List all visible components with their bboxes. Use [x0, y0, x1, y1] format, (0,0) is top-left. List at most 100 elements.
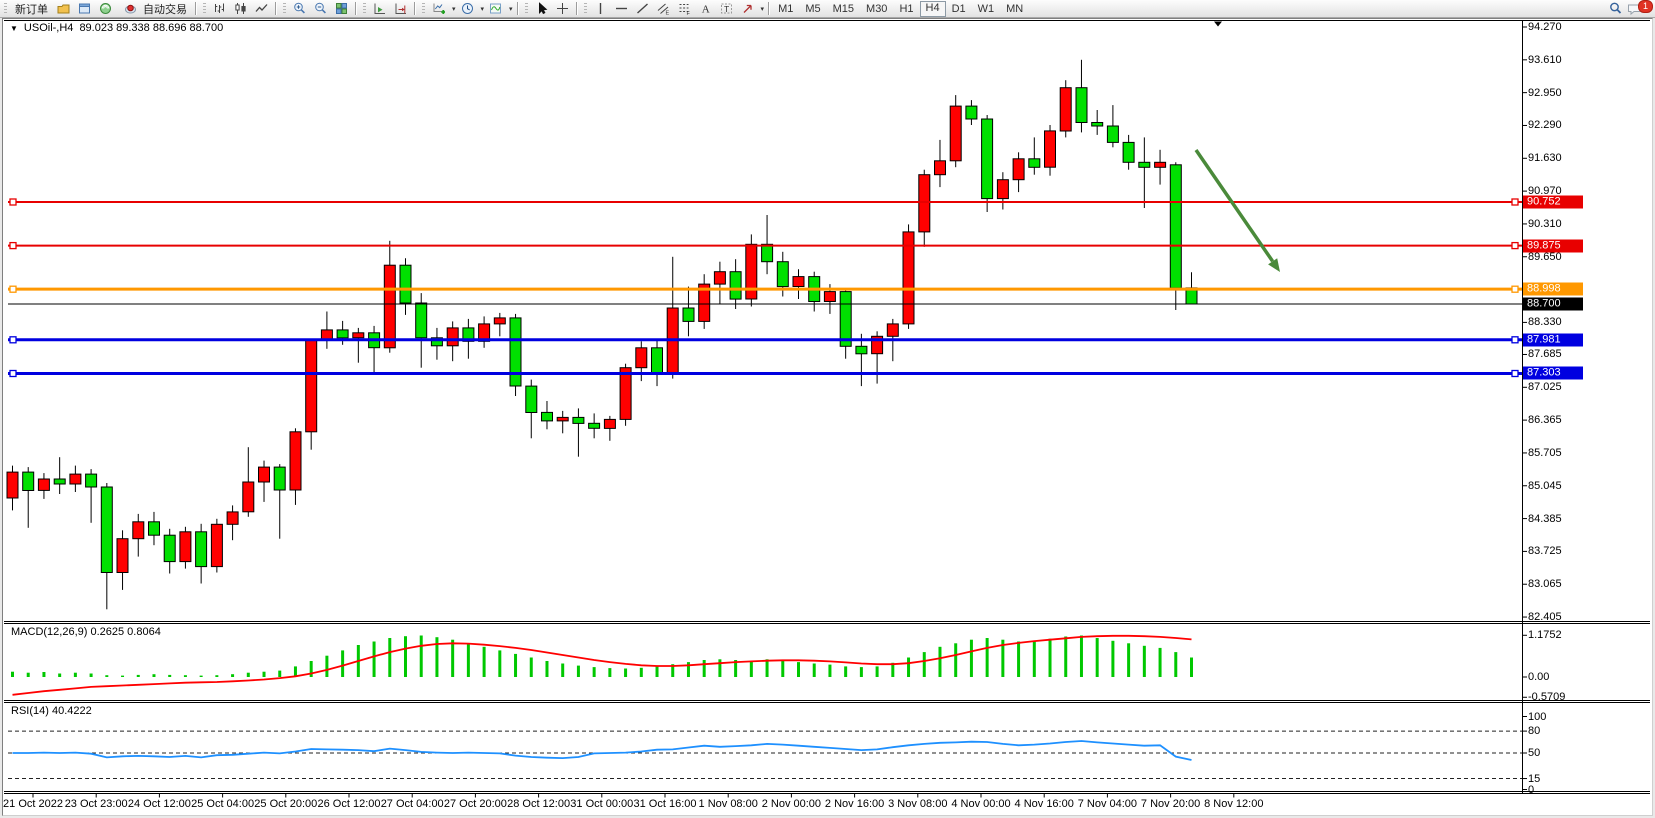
trend-arrow-head [1268, 258, 1280, 272]
timeframe-button-h4[interactable]: H4 [919, 0, 946, 17]
candle-body [226, 511, 239, 525]
add-indicator-button[interactable]: ▾ [428, 1, 457, 16]
crosshair-button[interactable] [552, 1, 573, 16]
new-order-button-label: 新订单 [15, 3, 48, 16]
auto-scroll-icon [370, 1, 389, 16]
text-button[interactable]: A [695, 1, 716, 16]
time-axis-label: 27 Oct 04:00 [380, 798, 444, 810]
hline-handle[interactable] [9, 369, 17, 378]
profiles-button[interactable] [53, 1, 74, 16]
hline-handle[interactable] [1511, 369, 1519, 378]
templates-button[interactable]: ▾ [485, 1, 514, 16]
timeframe-button-h1[interactable]: H1 [899, 2, 914, 15]
timeframe-button-m1[interactable]: M1 [778, 2, 794, 15]
new-order-button[interactable]: 新订单 [10, 1, 53, 16]
hline-handle[interactable] [1511, 336, 1519, 344]
price-axis-label: 88.330 [1528, 316, 1562, 329]
candle-body [446, 327, 459, 347]
line-chart-icon [252, 1, 271, 16]
timeframe-button-m15[interactable]: M15 [832, 2, 855, 15]
price-level-badge: 89.875 [1523, 239, 1583, 253]
tile-windows-button[interactable] [331, 1, 352, 16]
horizontal-line-button[interactable] [611, 1, 632, 16]
hline-handle[interactable] [1511, 285, 1519, 293]
price-axis-label: 87.025 [1528, 381, 1562, 394]
time-axis-label: 23 Oct 23:00 [64, 798, 128, 810]
search-button[interactable] [1604, 1, 1627, 16]
candle-body [493, 317, 506, 325]
fibonacci-button[interactable]: F [674, 1, 695, 16]
candle-body [37, 478, 50, 491]
candle-body [1059, 87, 1072, 132]
zoom-out-button[interactable] [310, 1, 331, 16]
market-watch-button[interactable] [74, 1, 95, 16]
rsi-scale-label: 100 [1528, 710, 1547, 723]
toolbar-grip [422, 2, 425, 15]
navigator-button[interactable] [95, 1, 116, 16]
candle-body [116, 538, 129, 574]
chat-button[interactable]: 1 [1627, 0, 1653, 17]
candle-body [682, 307, 695, 322]
notification-badge: 1 [1638, 0, 1653, 13]
bar-chart-button[interactable] [209, 1, 230, 16]
candle-body [336, 329, 349, 339]
hline-handle[interactable] [9, 241, 17, 250]
candle-body [761, 243, 774, 263]
auto-scroll-button[interactable] [369, 1, 390, 16]
chevron-down-icon[interactable]: ▾ [509, 5, 513, 13]
vertical-line-button[interactable] [590, 1, 611, 16]
hline-handle[interactable] [9, 198, 17, 206]
trendline-button[interactable] [632, 1, 653, 16]
candle-body [1044, 130, 1056, 168]
chart-collapse-icon[interactable]: ▼ [10, 23, 18, 33]
candle-body [242, 481, 255, 513]
macd-scale-label: 1.1752 [1528, 629, 1562, 642]
candle-body [1028, 158, 1041, 168]
cursor-button[interactable] [531, 1, 552, 16]
timeframe-button-m30[interactable]: M30 [866, 2, 888, 15]
candle-body [415, 302, 428, 339]
hline-handle[interactable] [1511, 198, 1519, 206]
candle-body [572, 416, 585, 424]
candle-body [289, 431, 302, 491]
arrows-button[interactable]: ▾ [737, 1, 766, 16]
line-chart-button[interactable] [251, 1, 272, 16]
candle-body [871, 335, 884, 355]
timeframe-button-m5[interactable]: M5 [805, 2, 821, 15]
timeframe-button-d1[interactable]: D1 [951, 2, 966, 15]
text-label-button[interactable]: T [716, 1, 737, 16]
autotrading-button[interactable]: 自动交易 [116, 1, 192, 16]
chevron-down-icon[interactable]: ▾ [480, 5, 485, 13]
candle-body [635, 347, 648, 369]
hline-handle[interactable] [9, 336, 17, 344]
candle-body [163, 534, 176, 563]
rsi-scale-label: 15 [1528, 772, 1541, 785]
time-axis-label: 2 Nov 16:00 [824, 798, 885, 810]
price-axis-label: 92.950 [1528, 86, 1562, 99]
timeframe-button-w1[interactable]: W1 [977, 2, 995, 15]
hline-handle[interactable] [1511, 241, 1519, 250]
price-level-badge: 90.752 [1523, 195, 1583, 209]
candle-body [823, 291, 836, 303]
candle-body [430, 337, 443, 347]
zoom-out-icon [311, 1, 330, 16]
svg-text:F: F [686, 11, 690, 15]
channel-button[interactable]: E [653, 1, 674, 16]
candle-body [22, 471, 35, 492]
chevron-down-icon[interactable]: ▾ [452, 5, 456, 13]
time-axis-label: 21 Oct 2022 [3, 798, 63, 810]
periods-button[interactable]: ▾ [457, 1, 486, 16]
zoom-in-icon [290, 1, 309, 16]
zoom-in-button[interactable] [289, 1, 310, 16]
candle-body [792, 276, 805, 288]
price-axis-label: 92.290 [1528, 119, 1562, 132]
hline-handle[interactable] [9, 285, 17, 293]
time-axis-label: 7 Nov 04:00 [1077, 798, 1138, 810]
chart-shift-button[interactable] [390, 1, 411, 16]
timeframe-button-mn[interactable]: MN [1006, 2, 1024, 15]
chevron-down-icon[interactable]: ▾ [760, 5, 765, 13]
svg-text:T: T [724, 4, 729, 14]
candlestick-chart-button[interactable] [230, 1, 251, 16]
